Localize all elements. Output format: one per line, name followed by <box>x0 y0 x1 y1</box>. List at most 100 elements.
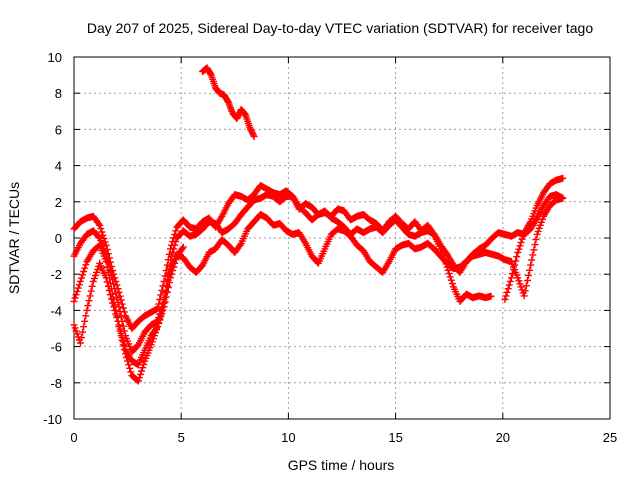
data-point <box>172 227 180 235</box>
data-point <box>516 242 524 250</box>
data-point <box>102 258 110 265</box>
data-point <box>116 308 124 316</box>
data-point <box>164 269 172 277</box>
data-point <box>116 325 124 333</box>
data-point <box>446 273 454 281</box>
data-point <box>115 321 123 329</box>
data-point <box>101 238 109 246</box>
data-point <box>502 292 510 300</box>
data-point <box>172 256 180 264</box>
data-point <box>159 306 167 314</box>
data-point <box>160 303 168 311</box>
data-point <box>119 304 127 312</box>
data-point <box>444 266 452 274</box>
x-tick-label: 0 <box>70 430 77 445</box>
data-point <box>118 334 126 342</box>
data-point <box>119 338 127 346</box>
data-point <box>134 377 142 385</box>
data-point <box>109 299 117 307</box>
x-tick-label: 10 <box>281 430 295 445</box>
data-point <box>76 277 84 285</box>
data-point <box>125 361 133 369</box>
data-point <box>96 221 104 229</box>
data-point <box>515 277 523 285</box>
data-point <box>79 271 87 279</box>
data-point <box>98 228 106 236</box>
data-point <box>76 339 84 347</box>
data-point <box>81 317 89 325</box>
x-tick-label: 20 <box>496 430 510 445</box>
data-point <box>137 370 144 378</box>
data-point <box>559 174 567 182</box>
data-point <box>84 302 92 310</box>
series-arc-b <box>70 191 567 356</box>
data-point <box>73 287 81 295</box>
data-point <box>157 313 165 321</box>
data-point <box>249 131 257 139</box>
data-point <box>115 288 123 296</box>
data-point <box>487 292 495 300</box>
data-point <box>532 236 540 243</box>
data-point <box>169 249 177 256</box>
data-point <box>534 227 542 235</box>
data-points <box>70 64 567 385</box>
data-point <box>126 364 134 372</box>
data-point <box>170 263 178 271</box>
data-point <box>505 281 513 289</box>
data-point <box>82 261 90 269</box>
x-tick-label: 15 <box>388 430 402 445</box>
data-point <box>112 289 120 297</box>
data-point <box>162 293 170 301</box>
data-point <box>513 253 521 261</box>
data-point <box>79 328 87 336</box>
data-point <box>139 364 147 372</box>
data-point <box>85 297 93 305</box>
data-point <box>120 342 128 350</box>
data-point <box>165 279 173 287</box>
data-point <box>448 280 456 288</box>
data-point <box>164 284 172 291</box>
data-point <box>74 284 82 292</box>
data-point <box>167 274 174 282</box>
data-point <box>106 291 114 299</box>
data-point <box>97 225 105 233</box>
data-point <box>161 298 169 306</box>
data-point <box>521 287 529 295</box>
data-point <box>110 280 118 288</box>
data-point <box>80 268 88 275</box>
data-point <box>111 306 119 314</box>
data-point <box>114 317 122 325</box>
data-point <box>170 245 178 253</box>
data-point <box>163 288 171 296</box>
data-point <box>102 274 110 282</box>
data-point <box>172 238 180 246</box>
data-point <box>110 303 118 311</box>
data-point <box>135 374 143 382</box>
data-point <box>103 263 111 271</box>
data-point <box>127 368 135 376</box>
x-axis-label: GPS time / hours <box>288 457 395 473</box>
data-point <box>105 287 113 294</box>
data-point <box>113 314 121 322</box>
data-point <box>171 259 179 267</box>
data-point <box>113 281 121 289</box>
data-point <box>70 297 78 305</box>
data-point <box>507 274 515 282</box>
data-point <box>524 277 531 284</box>
data-point <box>250 133 258 141</box>
data-point <box>522 282 530 290</box>
data-point <box>236 241 244 249</box>
data-point <box>80 323 88 331</box>
data-point <box>514 249 522 256</box>
data-point <box>168 270 176 278</box>
data-point <box>508 270 516 278</box>
data-point <box>525 271 532 279</box>
data-point <box>179 243 187 251</box>
data-point <box>520 292 528 300</box>
y-tick-label: -6 <box>50 340 62 355</box>
data-point <box>78 274 85 282</box>
data-point <box>530 246 538 254</box>
data-point <box>82 312 90 320</box>
data-point <box>95 233 103 241</box>
